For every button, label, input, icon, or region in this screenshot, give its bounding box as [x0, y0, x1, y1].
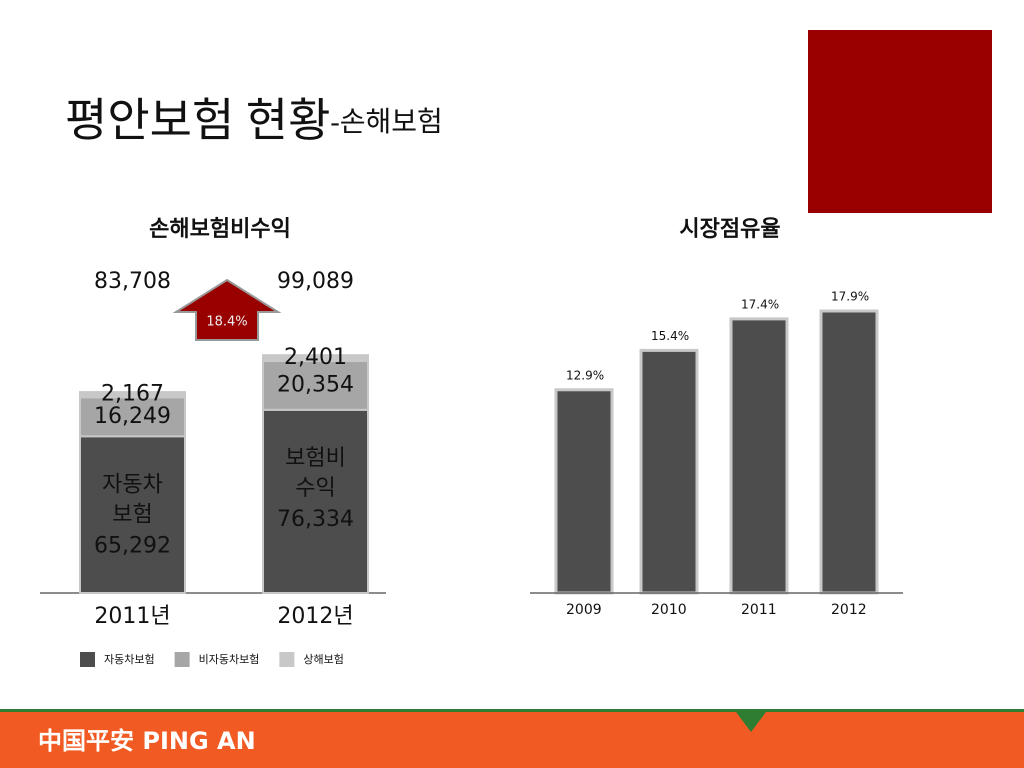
segment-name: 보험 — [112, 501, 152, 526]
bar — [554, 388, 614, 595]
footer-line — [0, 709, 1024, 712]
segment-name: 자동차 — [102, 471, 163, 496]
data-label: 17.4% — [741, 297, 779, 311]
data-label: 2,167 — [101, 382, 164, 407]
chart-title: 시장점유율 — [679, 217, 780, 242]
growth-label: 18.4% — [206, 315, 247, 330]
x-tick-label: 2010 — [651, 602, 687, 618]
footer-emblem — [736, 712, 766, 732]
data-label: 20,354 — [277, 372, 354, 397]
bar-segment — [79, 391, 186, 399]
total-label: 99,089 — [277, 269, 354, 294]
bar-segment — [262, 354, 369, 362]
data-label: 16,249 — [94, 404, 171, 429]
footer-bar — [0, 712, 1024, 768]
bar — [819, 309, 879, 595]
legend-label: 자동차보험 — [104, 653, 155, 666]
data-label: 2,401 — [284, 345, 347, 370]
bar-segment — [262, 408, 369, 594]
logo: 中国平安 PING AN — [38, 727, 256, 755]
x-tick-label: 2012년 — [277, 604, 353, 629]
bar — [729, 317, 789, 595]
bar-segment — [262, 359, 369, 411]
bar-segment — [79, 396, 186, 438]
chart-title: 손해보험비수익 — [149, 216, 291, 242]
data-label: 65,292 — [94, 533, 171, 558]
data-label: 17.9% — [831, 290, 869, 304]
legend-label: 비자동차보험 — [199, 653, 260, 666]
x-tick-label: 2012 — [831, 602, 867, 618]
data-label: 15.4% — [651, 329, 689, 343]
segment-name: 보험비 — [285, 445, 346, 470]
bar-segment — [79, 435, 186, 594]
title-main: 평안보험 현황 — [65, 95, 330, 146]
x-tick-label: 2011 — [741, 602, 777, 618]
data-label: 76,334 — [277, 507, 354, 532]
x-tick-label: 2011년 — [94, 604, 170, 629]
total-label: 83,708 — [94, 269, 171, 294]
legend-label: 상해보험 — [303, 652, 343, 666]
x-tick-label: 2009 — [566, 602, 602, 618]
growth-arrow — [172, 278, 282, 341]
bar — [639, 348, 699, 595]
legend-swatch — [174, 652, 190, 667]
title: 평안보험 현황-손해보험 — [65, 95, 443, 146]
title-sub: -손해보험 — [330, 107, 442, 138]
data-label: 12.9% — [566, 368, 604, 382]
legend-swatch — [279, 652, 295, 667]
decor-square — [808, 30, 992, 213]
segment-name: 수익 — [295, 475, 335, 500]
legend-swatch — [80, 652, 95, 667]
